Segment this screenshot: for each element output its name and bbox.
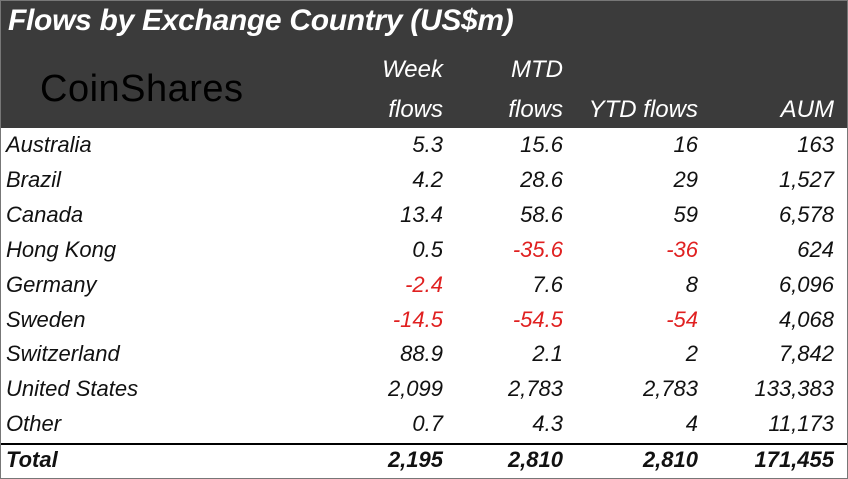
cell-ytd: -36 [666,236,698,262]
cell-mtd: 58.6 [520,201,563,227]
cell-ytd: 16 [673,132,698,157]
cell-week: 5.3 [412,132,443,157]
table-row: Australia 5.3 15.6 16 163 [0,129,848,164]
cell-mtd: 28.6 [520,166,563,192]
coinshares-logo: CoinShares [40,68,244,110]
cell-ytd: 2,783 [642,376,698,402]
row-label: United States [6,376,139,402]
col-mtd-line2: flows [508,96,563,123]
row-label: Sweden [6,306,86,332]
table-header: Flows by Exchange Country (US$m) CoinSha… [0,0,848,128]
cell-mtd: 4.3 [532,411,563,437]
total-divider [0,443,848,445]
table-row: Hong Kong 0.5 -35.6 -36 624 [0,234,848,269]
cell-ytd: 8 [685,271,698,297]
total-label: Total [6,447,58,472]
row-label: Brazil [6,166,62,192]
table-title: Flows by Exchange Country (US$m) [8,4,514,37]
cell-week: 88.9 [400,341,443,367]
cell-aum: 133,383 [754,376,834,402]
col-week-line2: flows [388,96,443,123]
total-week: 2,195 [387,447,443,472]
cell-week: 4.2 [412,166,443,192]
cell-mtd: -35.6 [512,236,563,262]
row-label: Australia [6,132,92,157]
cell-mtd: 15.6 [520,132,563,157]
cell-mtd: 7.6 [532,271,563,297]
table-row: Brazil 4.2 28.6 29 1,527 [0,164,848,199]
col-aum-header: AUM [780,96,834,123]
cell-week: 2,099 [387,376,443,402]
row-label: Germany [6,271,97,297]
cell-week: 0.5 [412,236,443,262]
row-label: Canada [6,201,84,227]
total-aum: 171,455 [754,447,834,472]
cell-mtd: -54.5 [512,306,563,332]
row-label: Switzerland [6,341,120,367]
table-row: Sweden -14.5 -54.5 -54 4,068 [0,304,848,339]
table-row: Other 0.7 4.3 4 11,173 [0,408,848,443]
row-label: Other [6,411,62,437]
cell-mtd: 2.1 [532,341,563,367]
cell-ytd: 29 [673,166,698,192]
cell-week: 0.7 [412,411,443,437]
cell-aum: 7,842 [778,341,834,367]
cell-aum: 6,578 [778,201,834,227]
row-label: Hong Kong [6,236,117,262]
total-mtd: 2,810 [507,447,563,472]
cell-aum: 6,096 [778,271,834,297]
table-row: Canada 13.4 58.6 59 6,578 [0,199,848,234]
cell-aum: 1,527 [778,166,834,192]
col-week-line1: Week [382,56,443,83]
col-mtd-line1: MTD [511,56,563,83]
cell-aum: 624 [797,236,834,262]
cell-week: -2.4 [405,271,443,297]
cell-week: 13.4 [400,201,443,227]
cell-aum: 163 [797,132,834,157]
cell-aum: 4,068 [778,306,834,332]
total-row: Total 2,195 2,810 2,810 171,455 [0,444,848,479]
cell-aum: 11,173 [768,411,834,437]
cell-mtd: 2,783 [507,376,563,402]
table-row: United States 2,099 2,783 2,783 133,383 [0,373,848,408]
cell-ytd: 2 [685,341,698,367]
total-ytd: 2,810 [642,447,698,472]
table-row: Switzerland 88.9 2.1 2 7,842 [0,338,848,373]
cell-ytd: 59 [673,201,698,227]
cell-ytd: 4 [685,411,698,437]
table-row: Germany -2.4 7.6 8 6,096 [0,269,848,304]
cell-week: -14.5 [392,306,443,332]
col-ytd-header: YTD flows [588,96,698,123]
cell-ytd: -54 [666,306,698,332]
